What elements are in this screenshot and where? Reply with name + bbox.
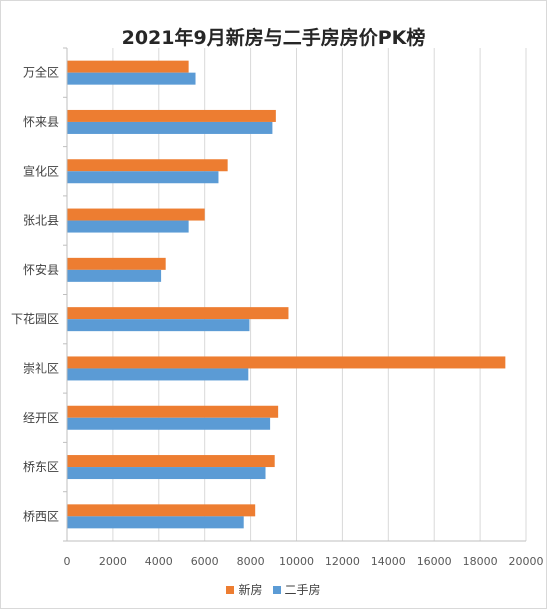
bar-new — [67, 60, 189, 73]
bar-new — [67, 504, 256, 517]
y-category-label: 崇礼区 — [23, 360, 59, 375]
x-tick-label: 20000 — [509, 555, 544, 568]
bar-secondhand — [67, 220, 189, 233]
y-category-label: 怀安县 — [23, 262, 59, 277]
x-tick-label: 6000 — [191, 555, 219, 568]
legend-swatch-secondhand — [272, 585, 281, 594]
y-category-label: 怀来县 — [23, 115, 59, 129]
x-tick-label: 0 — [64, 555, 71, 568]
x-tick-label: 2000 — [99, 555, 127, 568]
bar-new — [67, 159, 228, 172]
bar-new — [67, 257, 166, 270]
x-tick-label: 12000 — [325, 555, 360, 568]
legend-label-new: 新房 — [238, 583, 263, 597]
x-tick-label: 8000 — [237, 555, 265, 568]
x-tick-label: 18000 — [463, 555, 498, 568]
bar-secondhand — [67, 467, 266, 480]
bar-new — [67, 109, 276, 122]
x-tick-label: 10000 — [279, 555, 314, 568]
bar-secondhand — [67, 319, 250, 332]
bar-new — [67, 208, 205, 221]
legend: 新房 二手房 — [1, 581, 546, 598]
legend-swatch-new — [226, 585, 235, 594]
legend-label-secondhand: 二手房 — [284, 583, 321, 597]
y-category-label: 下花园区 — [11, 311, 59, 326]
y-category-label: 张北县 — [23, 214, 59, 228]
legend-item-new: 新房 — [226, 581, 263, 598]
x-tick-label: 14000 — [371, 555, 406, 568]
bar-secondhand — [67, 171, 219, 184]
y-category-label: 宣化区 — [23, 163, 59, 178]
y-category-label: 桥东区 — [23, 460, 59, 474]
x-tick-label: 16000 — [417, 555, 452, 568]
bar-secondhand — [67, 417, 271, 430]
bar-secondhand — [67, 516, 244, 529]
legend-item-secondhand: 二手房 — [272, 581, 321, 598]
chart-title: 2021年9月新房与二手房房价PK榜 — [121, 27, 426, 49]
bar-secondhand — [67, 72, 196, 85]
bar-new — [67, 405, 279, 418]
y-category-label: 万全区 — [23, 65, 59, 80]
bar-new — [67, 356, 506, 369]
bar-secondhand — [67, 368, 249, 381]
x-tick-label: 4000 — [145, 555, 173, 568]
bar-secondhand — [67, 121, 273, 134]
bar-new — [67, 455, 275, 468]
y-category-label: 桥西区 — [23, 509, 59, 523]
y-category-label: 经开区 — [23, 411, 59, 425]
bar-new — [67, 307, 289, 320]
bar-secondhand — [67, 269, 162, 282]
